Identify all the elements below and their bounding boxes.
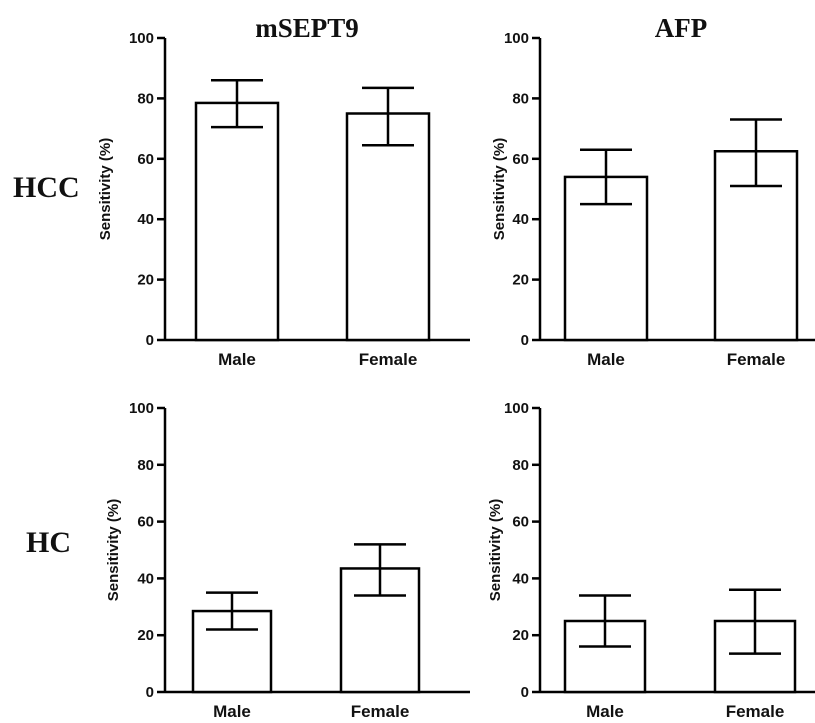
panel-hcc-afp: 0 20 40 60 80 100 Sensitivity (%) Male Female	[491, 30, 815, 369]
panel-hcc-msept9-y-tick-label: 20	[137, 272, 154, 289]
panel-hcc-msept9-y-tick-label: 80	[137, 90, 154, 107]
panel-hcc-msept9-y-axis-title: Sensitivity (%)	[97, 138, 114, 241]
panels: 0 20 40 60 80 100 Sensitivity (%) Male Female 0 20…	[97, 30, 815, 721]
panel-hc-msept9-y-tick-label: 40	[137, 570, 154, 587]
panel-hc-msept9-y-tick-label: 20	[137, 627, 154, 644]
panel-hc-msept9-y-tick-label: 60	[137, 514, 154, 531]
panel-hc-afp-y-axis-title: Sensitivity (%)	[487, 499, 504, 602]
row-label-hcc: HCC	[13, 171, 80, 204]
panel-hcc-msept9-y-tick-label: 40	[137, 211, 154, 228]
panel-hc-msept9-category-label-male: Male	[213, 702, 251, 721]
row-label-hc: HC	[26, 526, 71, 559]
panel-hc-afp-y-tick-label: 100	[504, 400, 529, 417]
panel-hc-afp-y-tick-label: 40	[512, 570, 529, 587]
panel-hcc-afp-y-tick-label: 0	[521, 332, 529, 349]
panel-hc-afp: 0 20 40 60 80 100 Sensitivity (%) Male Female	[487, 400, 815, 721]
panel-hcc-msept9-bar-female	[345, 112, 431, 342]
panel-hcc-afp-y-tick-label: 60	[512, 151, 529, 168]
panel-hcc-msept9-category-label-female: Female	[359, 350, 418, 369]
panel-hc-msept9-y-axis-title: Sensitivity (%)	[105, 499, 122, 602]
panel-hcc-msept9-bar-male	[194, 101, 280, 342]
panel-hc-msept9-y-tick-label: 80	[137, 457, 154, 474]
panel-hc-afp-y-tick-label: 60	[512, 514, 529, 531]
panel-hcc-afp-category-label-male: Male	[587, 350, 625, 369]
panel-hcc-afp-y-axis-title: Sensitivity (%)	[491, 138, 508, 241]
panel-hcc-msept9-y-tick-label: 100	[129, 30, 154, 47]
panel-hc-afp-y-tick-label: 0	[521, 684, 529, 701]
column-title-msept9: mSEPT9	[255, 13, 359, 43]
panel-hc-msept9-y-tick-label: 0	[146, 684, 154, 701]
panel-hcc-msept9: 0 20 40 60 80 100 Sensitivity (%) Male Female	[97, 30, 470, 369]
panel-hcc-afp-category-label-female: Female	[727, 350, 786, 369]
panel-hc-msept9-bar-female	[339, 567, 421, 694]
panel-hcc-msept9-category-label-male: Male	[218, 350, 256, 369]
panel-hcc-msept9-y-tick-label: 0	[146, 332, 154, 349]
panel-hcc-msept9-y-tick-label: 60	[137, 151, 154, 168]
panel-hc-afp-y-tick-label: 80	[512, 457, 529, 474]
panel-hc-afp-bar-female	[713, 619, 797, 694]
panel-hcc-afp-y-tick-label: 80	[512, 90, 529, 107]
panel-hcc-afp-y-tick-label: 20	[512, 272, 529, 289]
column-title-afp: AFP	[655, 13, 707, 43]
panel-hc-afp-category-label-male: Male	[586, 702, 624, 721]
panel-hc-afp-y-tick-label: 20	[512, 627, 529, 644]
panel-hc-msept9: 0 20 40 60 80 100 Sensitivity (%) Male Female	[105, 400, 470, 721]
panel-hc-afp-category-label-female: Female	[726, 702, 785, 721]
panel-hcc-afp-y-tick-label: 100	[504, 30, 529, 47]
panel-hc-msept9-category-label-female: Female	[351, 702, 410, 721]
panel-hc-msept9-y-tick-label: 100	[129, 400, 154, 417]
panel-hcc-afp-y-tick-label: 40	[512, 211, 529, 228]
